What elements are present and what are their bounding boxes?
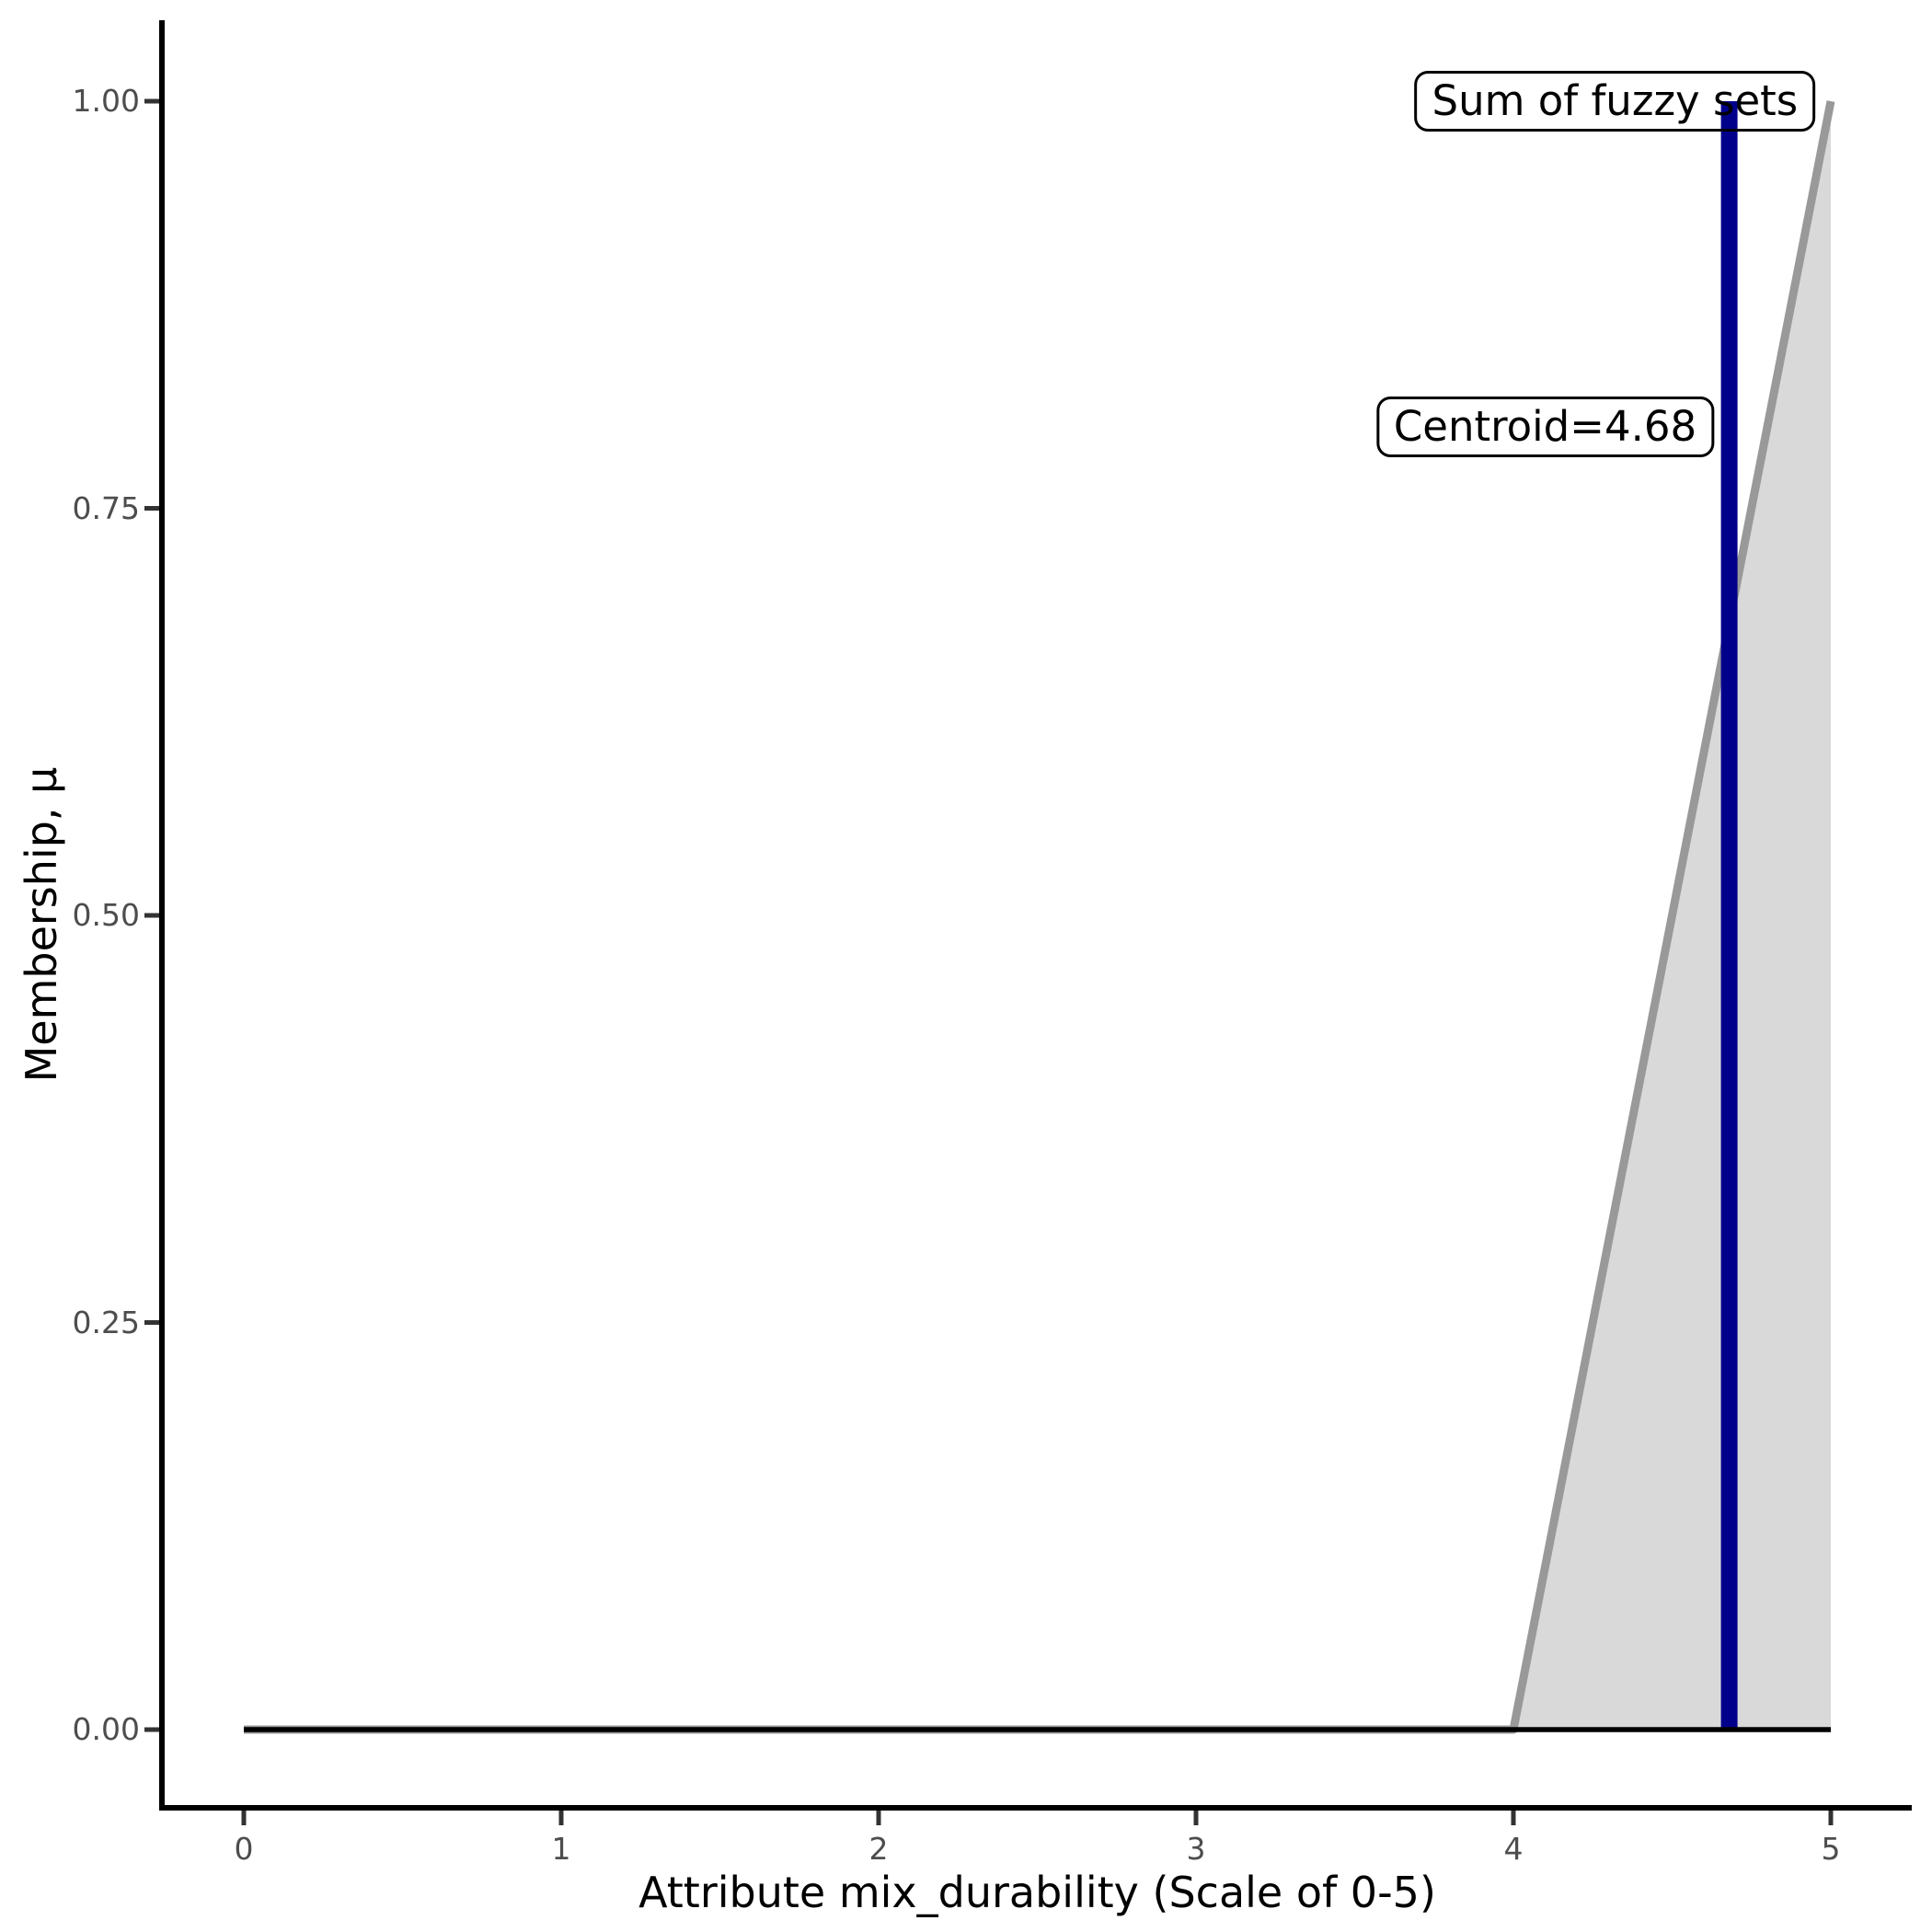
y-axis-title: Membership, μ: [17, 766, 66, 1083]
x-tick-label: 4: [1503, 1831, 1524, 1867]
x-tick-label: 0: [234, 1831, 254, 1867]
x-tick-label: 5: [1821, 1831, 1841, 1867]
y-tick-label: 1.00: [72, 83, 140, 119]
centroid-label: Centroid=4.68: [1375, 397, 1715, 457]
area-under-sum-curve: [244, 101, 1831, 1730]
x-tick-label: 2: [868, 1831, 889, 1867]
x-axis-title: Attribute mix_durability (Scale of 0-5): [638, 1868, 1436, 1917]
x-tick-label: 3: [1186, 1831, 1206, 1867]
y-tick-label: 0.25: [72, 1304, 140, 1340]
sum-of-fuzzy-sets-label: Sum of fuzzy sets: [1414, 71, 1816, 132]
y-tick-label: 0.00: [72, 1711, 140, 1747]
y-tick-label: 0.75: [72, 489, 140, 526]
y-tick-label: 0.50: [72, 897, 140, 933]
x-tick-label: 1: [551, 1831, 571, 1867]
